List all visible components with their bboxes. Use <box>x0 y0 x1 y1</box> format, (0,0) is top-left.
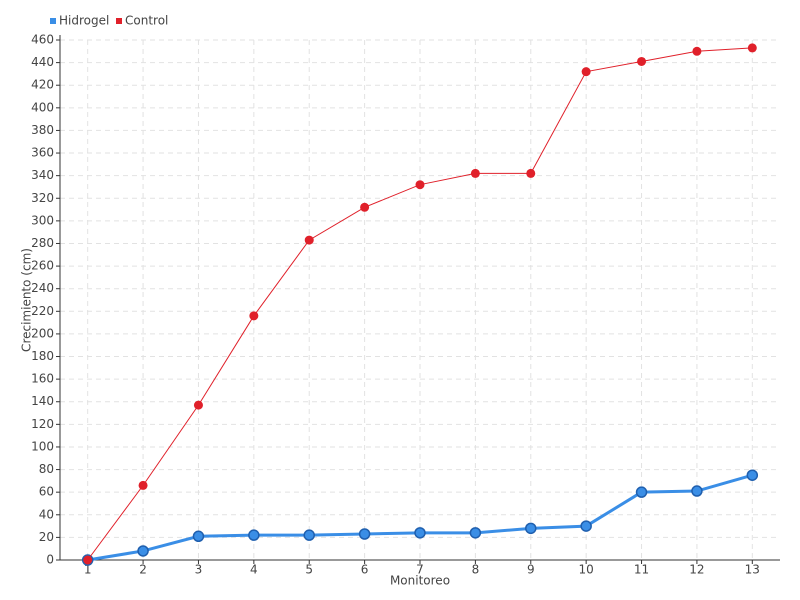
y-tick-label: 340 <box>31 168 54 182</box>
point <box>525 522 537 535</box>
point <box>637 56 647 66</box>
x-tick-label: 8 <box>472 563 480 577</box>
x-axis-label: Monitoreo <box>390 574 450 588</box>
x-tick-label: 3 <box>195 563 203 577</box>
y-tick-label: 120 <box>31 417 54 431</box>
y-tick-label: 200 <box>31 326 54 340</box>
point <box>193 400 203 410</box>
legend-swatch <box>116 18 122 24</box>
y-tick-label: 360 <box>31 146 54 160</box>
x-tick-label: 2 <box>139 563 147 577</box>
y-tick-label: 140 <box>31 394 54 408</box>
point <box>192 530 205 543</box>
point <box>580 520 592 532</box>
y-tick-label: 300 <box>31 213 54 227</box>
point <box>249 311 259 321</box>
x-tick-label: 10 <box>579 563 594 577</box>
y-tick-label: 380 <box>31 123 54 137</box>
y-tick-label: 20 <box>39 530 54 544</box>
y-tick-label: 0 <box>46 553 54 567</box>
y-tick-label: 320 <box>31 191 54 205</box>
point <box>635 486 648 498</box>
point <box>415 180 425 190</box>
point <box>248 529 260 541</box>
y-tick-label: 80 <box>39 462 54 476</box>
legend-label: Hidrogel <box>59 14 109 28</box>
point <box>304 235 314 245</box>
y-tick-label: 220 <box>31 304 54 318</box>
y-tick-label: 280 <box>31 236 54 250</box>
x-tick-label: 7 <box>416 563 424 577</box>
x-tick-label: 9 <box>527 563 535 577</box>
y-tick-label: 240 <box>31 281 54 295</box>
point <box>470 168 480 178</box>
x-tick-label: 1 <box>84 563 92 577</box>
y-tick-label: 400 <box>31 100 54 114</box>
point <box>581 67 591 77</box>
point <box>83 555 93 565</box>
y-tick-label: 260 <box>31 259 54 273</box>
y-axis-label: Crecimiento (cm) <box>20 248 34 352</box>
x-tick-label: 5 <box>305 563 313 577</box>
point <box>303 529 315 541</box>
point <box>137 545 149 557</box>
point <box>746 469 759 481</box>
y-tick-label: 160 <box>31 372 54 386</box>
point <box>138 480 148 490</box>
x-tick-label: 12 <box>689 563 704 577</box>
point <box>691 485 703 497</box>
y-tick-label: 440 <box>31 55 54 69</box>
legend-swatch <box>50 18 56 24</box>
x-tick-label: 11 <box>634 563 649 577</box>
point <box>358 528 371 540</box>
legend-label: Control <box>125 14 168 28</box>
point <box>469 527 482 539</box>
point <box>526 168 536 178</box>
x-tick-label: 13 <box>745 563 760 577</box>
x-tick-label: 6 <box>361 563 369 577</box>
point <box>747 43 757 53</box>
y-tick-label: 100 <box>31 439 54 453</box>
x-tick-label: 4 <box>250 563 258 577</box>
point <box>414 527 426 539</box>
y-tick-label: 460 <box>31 33 54 47</box>
y-tick-label: 420 <box>31 78 54 92</box>
y-tick-label: 60 <box>39 485 54 499</box>
point <box>692 46 702 56</box>
point <box>360 202 370 212</box>
y-tick-label: 40 <box>39 507 54 521</box>
y-tick-label: 180 <box>31 349 54 363</box>
